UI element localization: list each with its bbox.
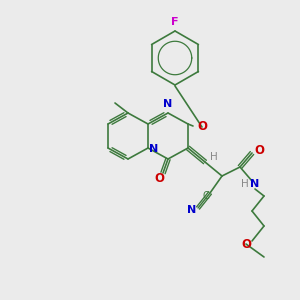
Text: H: H — [241, 179, 249, 189]
Text: O: O — [197, 121, 207, 134]
Text: O: O — [254, 145, 264, 158]
Text: F: F — [171, 17, 179, 27]
Text: O: O — [241, 238, 251, 250]
Text: N: N — [164, 99, 172, 109]
Text: H: H — [210, 152, 218, 162]
Text: N: N — [149, 144, 159, 154]
Text: C: C — [202, 191, 209, 201]
Text: N: N — [250, 179, 260, 189]
Text: N: N — [188, 205, 196, 215]
Text: O: O — [154, 172, 164, 184]
